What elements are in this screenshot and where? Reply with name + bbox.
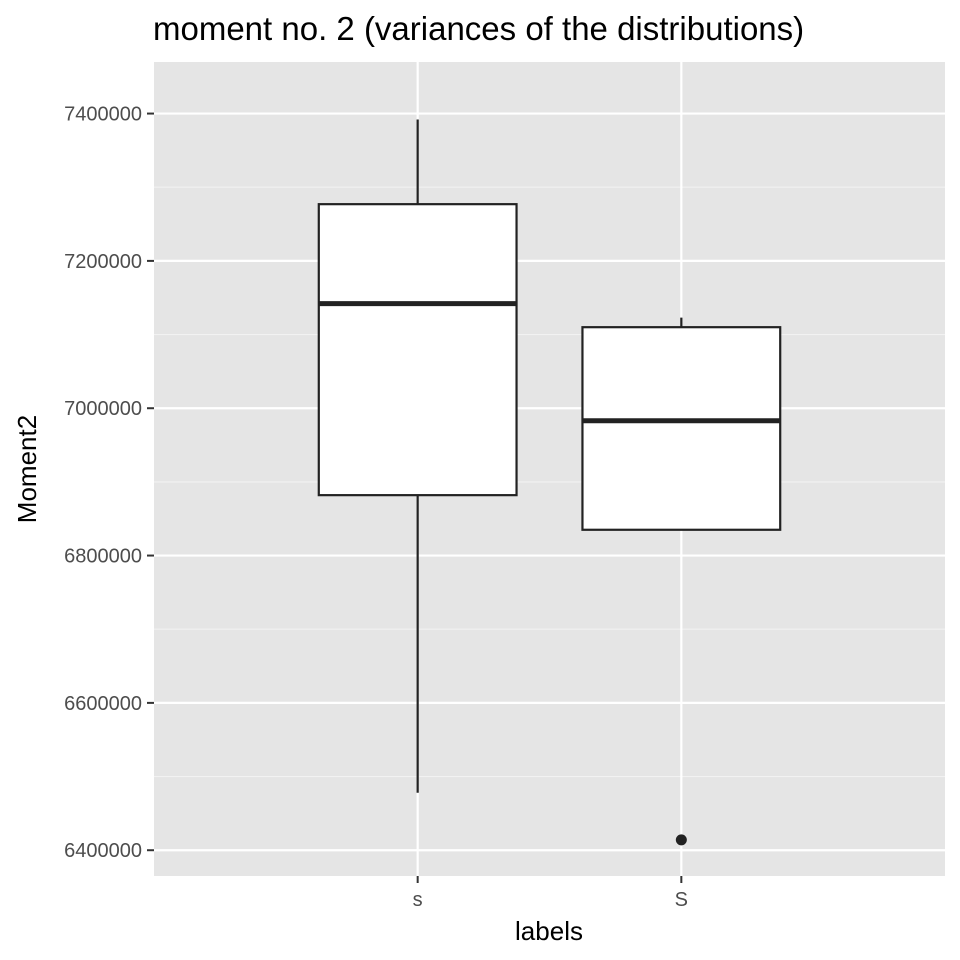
outlier-point [675, 834, 687, 846]
y-tick-label: 7000000 [64, 398, 142, 420]
y-tick-label: 7400000 [64, 104, 142, 126]
minor-gridlines [154, 186, 945, 778]
chart-title: moment no. 2 (variances of the distribut… [153, 10, 804, 47]
box-iqr [317, 203, 518, 497]
y-axis: 6400000 6600000 6800000 7000000 7200000 74000… [64, 104, 154, 862]
y-axis-title: Moment2 [12, 415, 42, 523]
y-tick-label: 6800000 [64, 546, 142, 568]
x-tick-label: S [675, 889, 688, 911]
y-tick-label: 6400000 [64, 840, 142, 862]
box-layer [317, 119, 782, 846]
x-axis-title: labels [515, 916, 583, 946]
plot-panel [154, 62, 945, 876]
box-iqr [581, 326, 782, 531]
y-tick-label: 7200000 [64, 251, 142, 273]
y-tick-label: 6600000 [64, 693, 142, 715]
x-tick-label: s [413, 889, 423, 911]
